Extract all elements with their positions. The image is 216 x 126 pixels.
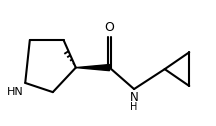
Text: HN: HN — [7, 87, 24, 97]
Polygon shape — [76, 65, 110, 71]
Text: O: O — [105, 22, 114, 35]
Text: H: H — [130, 102, 138, 112]
Text: N: N — [130, 91, 138, 104]
